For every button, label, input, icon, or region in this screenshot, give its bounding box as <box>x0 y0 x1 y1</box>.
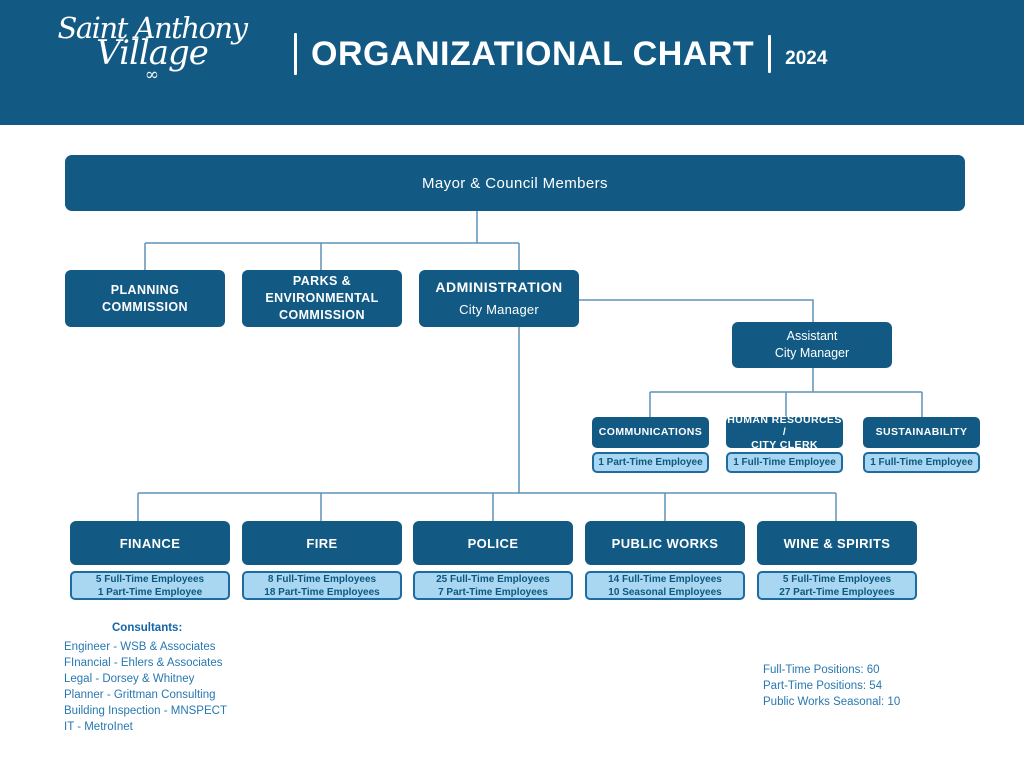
staff-count: 1 Part-Time Employee <box>598 457 703 468</box>
consultants-list: Consultants: Engineer - WSB & Associates… <box>64 620 227 735</box>
org-box-mayor-council: Mayor & Council Members <box>65 155 965 211</box>
staff-count: 18 Part-Time Employees <box>264 586 380 598</box>
org-box-wine-spirits: WINE & SPIRITS <box>757 521 917 565</box>
org-box-label-line: COMMISSION <box>102 299 188 314</box>
staff-count: 27 Part-Time Employees <box>779 586 895 598</box>
logo-line2: Village <box>96 33 209 73</box>
staff-count: 1 Full-Time Employee <box>733 457 836 468</box>
staff-count: 1 Full-Time Employee <box>870 457 973 468</box>
staff-chip-sustainability: 1 Full-Time Employee <box>863 452 980 473</box>
org-box-human-resources-city-clerk: HUMAN RESOURCES / CITY CLERK <box>726 413 843 451</box>
org-box-administration: ADMINISTRATION City Manager <box>419 270 579 327</box>
logo-line1: Saint Anthony <box>57 11 248 45</box>
staff-count: 5 Full-Time Employees <box>782 573 892 585</box>
org-box-sustainability: SUSTAINABILITY <box>863 417 980 448</box>
org-box-label-line: PARKS & <box>292 274 352 289</box>
staff-chip-communications: 1 Part-Time Employee <box>592 452 709 473</box>
staff-chip-finance: 5 Full-Time Employees 1 Part-Time Employ… <box>70 571 230 600</box>
page-title-text: ORGANIZATIONAL CHART <box>311 34 755 73</box>
org-box-label-line: CITY CLERK <box>751 438 818 451</box>
staff-chip-fire: 8 Full-Time Employees 18 Part-Time Emplo… <box>242 571 402 600</box>
totals-line: Public Works Seasonal: 10 <box>763 696 901 708</box>
org-box-planning-commission: PLANNING COMMISSION <box>65 270 225 327</box>
consultant-item: Engineer - WSB & Associates <box>64 641 216 653</box>
consultant-item: Legal - Dorsey & Whitney <box>64 673 195 685</box>
org-box-label-line: COMMISSION <box>279 307 365 322</box>
org-box-label-line: ENVIRONMENTAL <box>265 291 379 306</box>
title-divider-bar-left <box>294 33 297 75</box>
totals-line: Part-Time Positions: 54 <box>763 680 883 692</box>
page-title: ORGANIZATIONAL CHART 2024 <box>294 33 827 75</box>
staff-count: 7 Part-Time Employees <box>438 586 548 598</box>
staff-chip-wine-spirits: 5 Full-Time Employees 27 Part-Time Emplo… <box>757 571 917 600</box>
org-box-label: FIRE <box>306 535 338 551</box>
org-box-label-line: HUMAN RESOURCES / <box>727 413 842 439</box>
consultants-title: Consultants: <box>112 622 183 634</box>
position-totals: Full-Time Positions: 60 Part-Time Positi… <box>763 662 900 710</box>
org-box-parks-environmental-commission: PARKS & ENVIRONMENTAL COMMISSION <box>242 270 402 327</box>
org-box-finance: FINANCE <box>70 521 230 565</box>
org-box-fire: FIRE <box>242 521 402 565</box>
org-box-label-line: PLANNING <box>110 282 180 297</box>
consultant-item: Planner - Grittman Consulting <box>64 689 216 701</box>
staff-chip-police: 25 Full-Time Employees 7 Part-Time Emplo… <box>413 571 573 600</box>
consultant-item: FInancial - Ehlers & Associates <box>64 657 223 669</box>
org-box-label: SUSTAINABILITY <box>875 426 968 439</box>
org-box-communications: COMMUNICATIONS <box>592 417 709 448</box>
staff-count: 5 Full-Time Employees <box>95 573 205 585</box>
staff-count: 1 Part-Time Employee <box>97 586 203 598</box>
staff-count: 10 Seasonal Employees <box>608 586 722 598</box>
totals-line: Full-Time Positions: 60 <box>763 664 880 676</box>
org-box-label-line: Assistant <box>786 328 838 343</box>
staff-chip-public-works: 14 Full-Time Employees 10 Seasonal Emplo… <box>585 571 745 600</box>
org-box-label: Mayor & Council Members <box>422 174 608 192</box>
village-logo: Saint Anthony Village ∞ <box>38 14 266 84</box>
org-box-label: POLICE <box>467 535 519 551</box>
org-box-sublabel: City Manager <box>459 302 539 318</box>
consultant-item: Building Inspection - MNSPECT <box>64 705 227 717</box>
org-box-police: POLICE <box>413 521 573 565</box>
header-banner: Saint Anthony Village ∞ ORGANIZATIONAL C… <box>0 0 1024 125</box>
staff-count: 14 Full-Time Employees <box>608 573 722 585</box>
org-box-label: ADMINISTRATION <box>435 279 563 296</box>
staff-chip-human-resources: 1 Full-Time Employee <box>726 452 843 473</box>
title-divider-bar-right <box>768 35 772 73</box>
org-box-public-works: PUBLIC WORKS <box>585 521 745 565</box>
org-box-assistant-city-manager: Assistant City Manager <box>732 322 892 368</box>
org-box-label: COMMUNICATIONS <box>598 426 703 439</box>
org-box-label: PUBLIC WORKS <box>611 535 719 551</box>
org-box-label: FINANCE <box>119 535 181 551</box>
org-box-label: WINE & SPIRITS <box>783 535 891 551</box>
page-title-year: 2024 <box>785 47 828 69</box>
staff-count: 25 Full-Time Employees <box>436 573 550 585</box>
org-box-label-line: City Manager <box>774 346 850 360</box>
logo-flourish-icon: ∞ <box>144 65 160 85</box>
staff-count: 8 Full-Time Employees <box>267 573 377 585</box>
consultant-item: IT - MetroInet <box>64 721 133 733</box>
